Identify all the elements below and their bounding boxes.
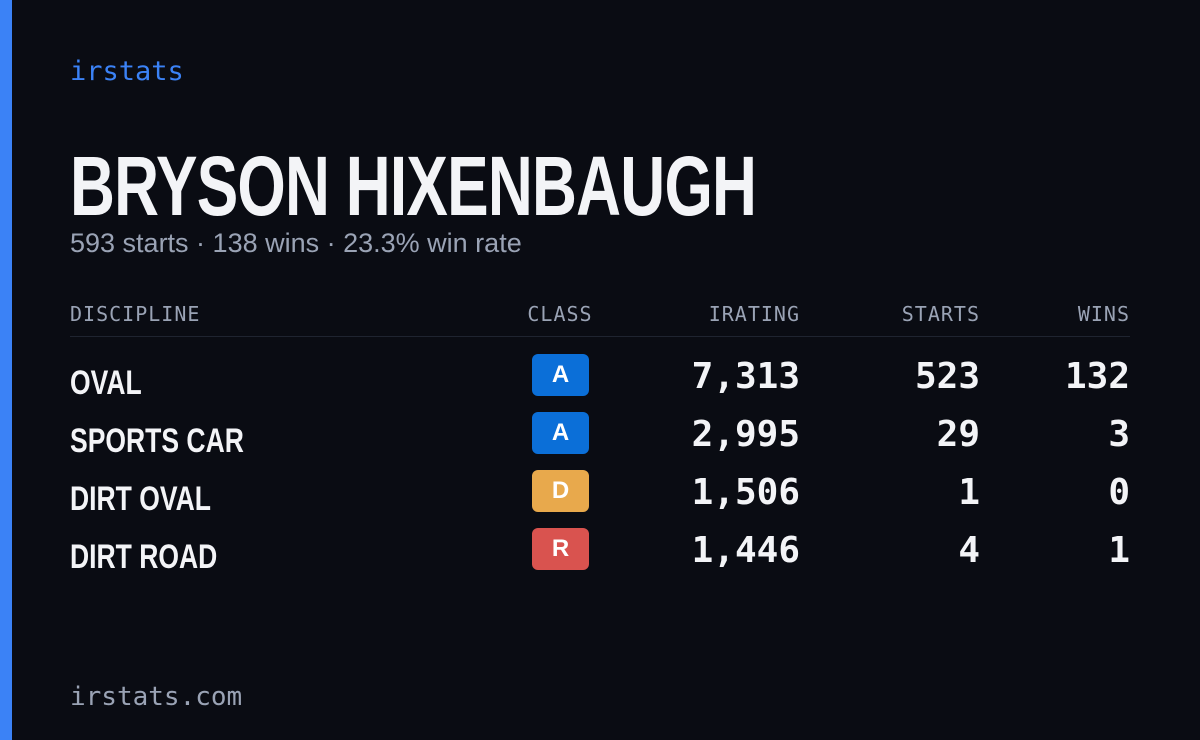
starts: 4	[958, 530, 980, 571]
class-badge: A	[532, 354, 589, 396]
class-badge: D	[532, 470, 589, 512]
wins: 0	[1108, 472, 1130, 513]
wins: 132	[1064, 356, 1130, 397]
brand: irstats	[70, 56, 184, 87]
class-badge: A	[532, 412, 589, 454]
wins: 3	[1108, 414, 1130, 455]
irating: 2,995	[691, 414, 800, 455]
irating: 1,446	[691, 530, 800, 571]
column-header: STARTS	[901, 302, 980, 326]
wins: 1	[1108, 530, 1130, 571]
irating: 1,506	[691, 472, 800, 513]
class-badge: R	[532, 528, 589, 570]
player-name: BRYSON HIXENBAUGH	[70, 139, 757, 233]
starts: 29	[936, 414, 980, 455]
summary: 593 starts · 138 wins · 23.3% win rate	[70, 228, 522, 258]
header-rule	[70, 336, 1130, 337]
starts: 523	[914, 356, 980, 397]
discipline: DIRT ROAD	[70, 538, 218, 576]
column-header: WINS	[1077, 302, 1130, 326]
column-header: IRATING	[708, 302, 800, 326]
column-header: DISCIPLINE	[70, 302, 201, 326]
discipline: DIRT OVAL	[70, 480, 211, 518]
footer: irstats.com	[70, 682, 243, 712]
column-header: CLASS	[527, 302, 593, 326]
irating: 7,313	[691, 356, 800, 397]
accent-stripe	[0, 0, 12, 740]
discipline: OVAL	[70, 364, 142, 402]
discipline: SPORTS CAR	[70, 422, 244, 460]
starts: 1	[958, 472, 980, 513]
